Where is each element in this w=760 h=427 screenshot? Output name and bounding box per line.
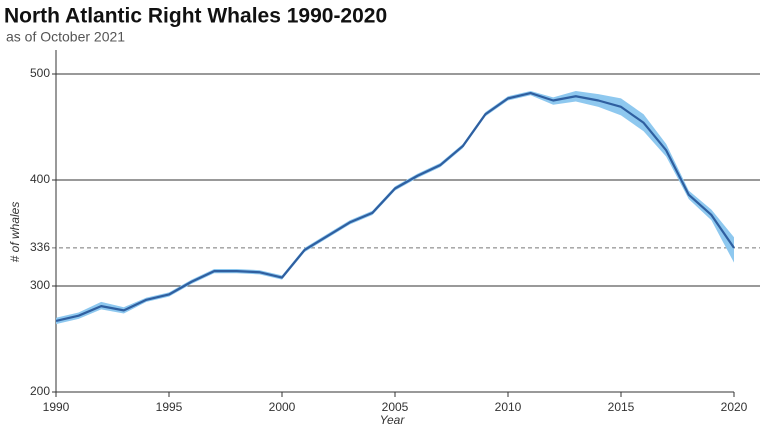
x-tick-label: 2005 bbox=[382, 400, 409, 414]
x-tick-label: 2015 bbox=[608, 400, 635, 414]
chart-title: North Atlantic Right Whales 1990-2020 bbox=[4, 5, 387, 28]
x-tick-label: 2020 bbox=[721, 400, 748, 414]
x-tick-label: 2010 bbox=[495, 400, 522, 414]
y-tick-label: 336 bbox=[30, 240, 50, 254]
y-tick-label: 400 bbox=[30, 172, 50, 186]
x-tick-label: 1995 bbox=[156, 400, 183, 414]
y-tick-label: 500 bbox=[30, 66, 50, 80]
confidence-band bbox=[56, 90, 734, 325]
y-tick-label: 200 bbox=[30, 384, 50, 398]
x-tick-label: 1990 bbox=[43, 400, 70, 414]
chart-subtitle: as of October 2021 bbox=[6, 29, 125, 45]
x-axis-label: Year bbox=[380, 413, 406, 427]
y-tick-label: 300 bbox=[30, 278, 50, 292]
line bbox=[55, 91, 735, 323]
y-axis-label: # of whales bbox=[8, 202, 22, 263]
x-tick-label: 2000 bbox=[269, 400, 296, 414]
